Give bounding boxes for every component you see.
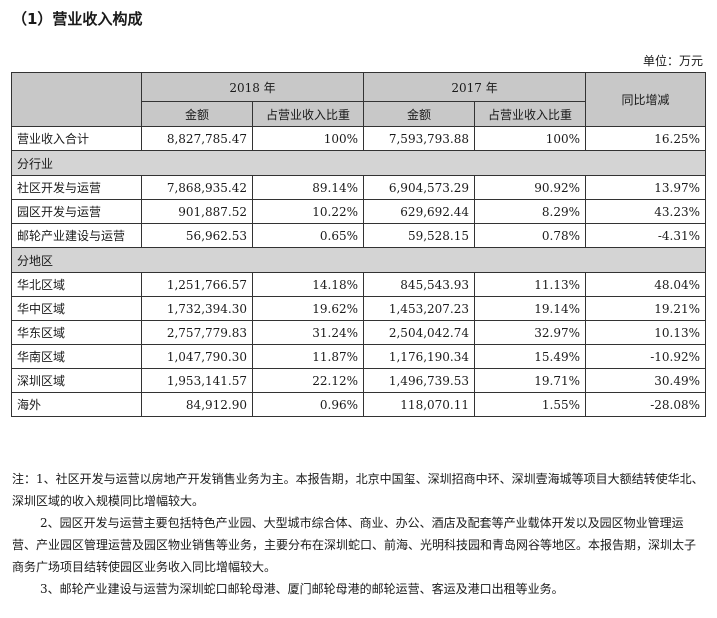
header-yoy: 同比增减: [585, 72, 707, 127]
table-row: 华南区域 1,047,790.30 11.87% 1,176,190.34 15…: [11, 344, 707, 369]
amount-2018: 7,868,935.42: [141, 175, 253, 200]
ratio-2018: 0.65%: [251, 223, 365, 248]
ratio-2017: 100%: [474, 126, 587, 151]
table-row: 华北区域 1,251,766.57 14.18% 845,543.93 11.1…: [11, 272, 707, 297]
ratio-2017: 19.14%: [474, 296, 587, 321]
ratio-2017: 1.55%: [474, 392, 587, 417]
group-label-region: 分地区: [10, 247, 707, 273]
ratio-2018: 22.12%: [251, 368, 365, 393]
table-row: 邮轮产业建设与运营 56,962.53 0.65% 59,528.15 0.78…: [11, 223, 707, 248]
header-row-metrics: 金额 占营业收入比重 金额 占营业收入比重: [12, 101, 706, 127]
yoy-change: 48.04%: [585, 272, 707, 297]
yoy-change: 19.21%: [585, 296, 707, 321]
yoy-change: 10.13%: [585, 320, 707, 345]
table-row: 社区开发与运营 7,868,935.42 89.14% 6,904,573.29…: [11, 175, 707, 200]
section-title: （1）营业收入构成: [12, 10, 143, 28]
row-label: 海外: [11, 392, 142, 417]
ratio-2017: 0.78%: [474, 223, 587, 248]
amount-2017: 2,504,042.74: [363, 320, 476, 345]
header-amount-2018: 金额: [141, 101, 253, 127]
note-3: 3、邮轮产业建设与运营为深圳蛇口邮轮母港、厦门邮轮母港的邮轮运营、客运及港口出租…: [40, 582, 564, 596]
amount-2018: 901,887.52: [141, 199, 253, 224]
amount-2017: 1,176,190.34: [363, 344, 476, 369]
group-row-region: 分地区: [10, 247, 707, 273]
row-label: 深圳区域: [11, 368, 142, 393]
amount-2017: 6,904,573.29: [363, 175, 476, 200]
ratio-2018: 31.24%: [251, 320, 365, 345]
footnotes: 注：1、社区开发与运营以房地产开发销售业务为主。本报告期，北京中国玺、深圳招商中…: [12, 468, 704, 600]
amount-2017: 118,070.11: [363, 392, 476, 417]
header-year-2017: 2017 年: [363, 72, 587, 102]
amount-2018: 1,047,790.30: [141, 344, 253, 369]
amount-2017: 1,496,739.53: [363, 368, 476, 393]
ratio-2018: 19.62%: [251, 296, 365, 321]
yoy-change: -4.31%: [585, 223, 707, 248]
group-row-industry: 分行业: [10, 150, 707, 176]
note-2: 2、园区开发与运营主要包括特色产业园、大型城市综合体、商业、办公、酒店及配套等产…: [12, 516, 697, 574]
ratio-2018: 100%: [251, 126, 365, 151]
amount-2017: 7,593,793.88: [363, 126, 476, 151]
yoy-change: 30.49%: [585, 368, 707, 393]
ratio-2017: 90.92%: [474, 175, 587, 200]
ratio-2018: 11.87%: [251, 344, 365, 369]
amount-2017: 59,528.15: [363, 223, 476, 248]
amount-2018: 1,732,394.30: [141, 296, 253, 321]
group-label-industry: 分行业: [10, 150, 707, 176]
table-row: 海外 84,912.90 0.96% 118,070.11 1.55% -28.…: [11, 392, 707, 417]
row-label: 华北区域: [11, 272, 142, 297]
header-ratio-2017: 占营业收入比重: [474, 101, 587, 127]
row-label: 社区开发与运营: [11, 175, 142, 200]
header-blank: [11, 72, 142, 127]
amount-2018: 1,251,766.57: [141, 272, 253, 297]
amount-2018: 2,757,779.83: [141, 320, 253, 345]
amount-2017: 629,692.44: [363, 199, 476, 224]
amount-2017: 1,453,207.23: [363, 296, 476, 321]
amount-2018: 84,912.90: [141, 392, 253, 417]
ratio-2017: 11.13%: [474, 272, 587, 297]
header-row-years: 2018 年 2017 年 同比增减: [11, 72, 707, 127]
ratio-2018: 10.22%: [251, 199, 365, 224]
header-amount-2017: 金额: [363, 101, 476, 127]
table-row: 深圳区域 1,953,141.57 22.12% 1,496,739.53 19…: [11, 368, 707, 393]
amount-2018: 1,953,141.57: [141, 368, 253, 393]
yoy-change: -28.08%: [585, 392, 707, 417]
header-ratio-2018: 占营业收入比重: [251, 101, 365, 127]
note-1: 注：1、社区开发与运营以房地产开发销售业务为主。本报告期，北京中国玺、深圳招商中…: [12, 472, 704, 508]
ratio-2017: 8.29%: [474, 199, 587, 224]
unit-label: 单位：万元: [642, 54, 703, 68]
yoy-change: -10.92%: [585, 344, 707, 369]
amount-2017: 845,543.93: [363, 272, 476, 297]
table-row: 华东区域 2,757,779.83 31.24% 2,504,042.74 32…: [11, 320, 707, 345]
amount-2018: 8,827,785.47: [141, 126, 253, 151]
ratio-2017: 15.49%: [474, 344, 587, 369]
ratio-2017: 32.97%: [474, 320, 587, 345]
yoy-change: 13.97%: [585, 175, 707, 200]
ratio-2018: 89.14%: [251, 175, 365, 200]
ratio-2018: 0.96%: [251, 392, 365, 417]
row-label: 华东区域: [11, 320, 142, 345]
revenue-table: 2018 年 2017 年 同比增减 金额 占营业收入比重 金额 占营业收入比重…: [10, 72, 707, 417]
table-row-total: 营业收入合计 8,827,785.47 100% 7,593,793.88 10…: [11, 126, 707, 151]
row-label: 园区开发与运营: [11, 199, 142, 224]
row-label: 华中区域: [11, 296, 142, 321]
row-label: 营业收入合计: [11, 126, 142, 151]
amount-2018: 56,962.53: [141, 223, 253, 248]
table-row: 园区开发与运营 901,887.52 10.22% 629,692.44 8.2…: [11, 199, 707, 224]
yoy-change: 43.23%: [585, 199, 707, 224]
table-row: 华中区域 1,732,394.30 19.62% 1,453,207.23 19…: [11, 296, 707, 321]
yoy-change: 16.25%: [585, 126, 707, 151]
row-label: 华南区域: [11, 344, 142, 369]
ratio-2018: 14.18%: [251, 272, 365, 297]
row-label: 邮轮产业建设与运营: [11, 223, 142, 248]
ratio-2017: 19.71%: [474, 368, 587, 393]
header-year-2018: 2018 年: [140, 72, 365, 102]
